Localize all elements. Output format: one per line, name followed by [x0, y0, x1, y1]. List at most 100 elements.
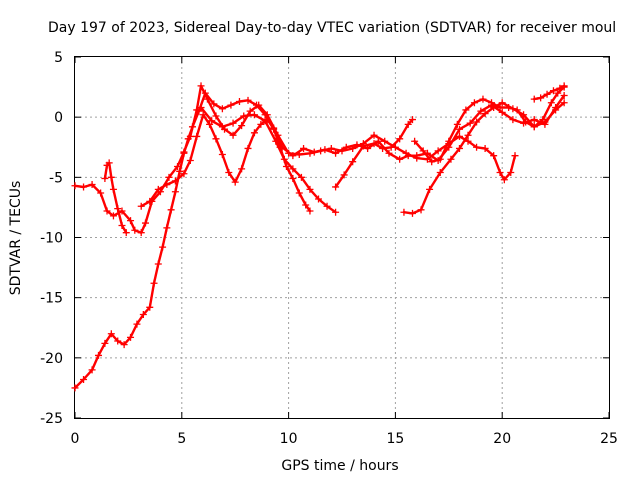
data-point: [543, 90, 551, 98]
data-point: [235, 98, 243, 106]
y-tick-label: 0: [54, 110, 63, 126]
data-point: [218, 150, 226, 158]
data-point: [359, 142, 367, 150]
data-point: [507, 169, 515, 177]
data-point: [455, 125, 463, 133]
data-point: [206, 120, 214, 128]
data-point: [554, 89, 562, 97]
data-point: [218, 105, 226, 113]
data-point: [176, 167, 184, 175]
x-tick-label: 25: [600, 431, 618, 447]
data-point: [88, 181, 96, 189]
x-tick-label: 10: [280, 431, 298, 447]
data-point: [208, 117, 216, 125]
data-point: [509, 116, 517, 124]
data-point: [246, 107, 254, 115]
axis-ticks: 0 5 10 15 20 25 -25 -20 -15 -10 -5 0 5: [40, 50, 618, 447]
data-point: [464, 131, 472, 139]
data-point: [229, 131, 237, 139]
data-point: [250, 111, 258, 119]
data-point: [297, 173, 305, 181]
data-point: [453, 120, 461, 128]
data-point: [408, 209, 416, 217]
data-point: [537, 94, 545, 102]
data-point: [109, 212, 117, 220]
data-point: [212, 135, 220, 143]
data-point: [103, 207, 111, 215]
data-point: [71, 182, 79, 190]
data-point: [146, 197, 154, 205]
data-point: [505, 104, 513, 112]
data-point: [496, 104, 504, 112]
y-tick-label: -20: [40, 351, 63, 367]
data-point: [193, 132, 201, 140]
data-point: [167, 206, 175, 214]
data-point: [141, 219, 149, 227]
data-point: [105, 159, 113, 167]
data-point: [462, 106, 470, 114]
data-point: [306, 185, 314, 193]
data-point: [488, 99, 496, 107]
data-point: [210, 100, 218, 108]
data-point: [496, 169, 504, 177]
data-point: [547, 99, 555, 107]
data-point: [411, 137, 419, 145]
data-point: [171, 188, 179, 196]
data-point: [238, 122, 246, 130]
data-point: [101, 339, 109, 347]
data-point: [323, 202, 331, 210]
data-point: [396, 135, 404, 143]
data-point: [240, 112, 248, 120]
data-point: [513, 106, 521, 114]
data-point: [131, 226, 139, 234]
data-point: [97, 189, 105, 197]
data-point: [481, 110, 489, 118]
data-point: [250, 129, 258, 137]
data-point: [500, 176, 508, 184]
data-point: [404, 120, 412, 128]
data-point: [455, 132, 463, 140]
data-point: [114, 205, 122, 213]
data-point: [498, 108, 506, 116]
data-point: [560, 82, 568, 90]
data-point: [244, 96, 252, 104]
data-point: [133, 320, 141, 328]
x-tick-label: 15: [386, 431, 404, 447]
data-point: [404, 152, 412, 160]
y-tick-label: 5: [54, 50, 63, 66]
data-point: [332, 149, 340, 157]
data-point: [370, 140, 378, 148]
data-point: [530, 123, 538, 131]
data-point: [218, 123, 226, 131]
data-point: [197, 104, 205, 112]
data-point: [195, 107, 203, 115]
data-point: [137, 229, 145, 237]
series-track-6: [334, 118, 414, 189]
plot-frame: [74, 56, 610, 419]
data-point: [120, 341, 128, 349]
data-point: [428, 158, 436, 166]
data-point: [466, 119, 474, 127]
data-point: [184, 135, 192, 143]
data-point: [379, 144, 387, 152]
data-point: [332, 183, 340, 191]
data-point: [71, 384, 79, 392]
data-point: [80, 375, 88, 383]
data-point: [374, 137, 382, 145]
data-point: [282, 163, 290, 171]
data-point: [349, 158, 357, 166]
data-point: [477, 107, 485, 115]
data-series: [71, 82, 568, 392]
data-point: [101, 175, 109, 183]
data-point: [238, 165, 246, 173]
data-point: [498, 99, 506, 107]
data-point: [530, 95, 538, 103]
y-tick-label: -10: [40, 231, 63, 247]
data-point: [342, 143, 350, 151]
y-axis-label: SDTVAR / TECUs: [8, 181, 24, 296]
data-point: [310, 148, 318, 156]
data-point: [159, 243, 167, 251]
data-point: [396, 155, 404, 163]
data-point: [107, 330, 115, 338]
data-point: [302, 201, 310, 209]
